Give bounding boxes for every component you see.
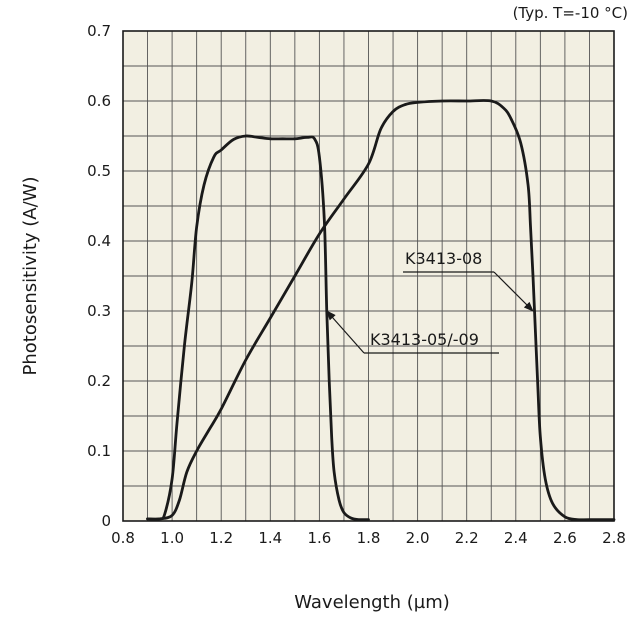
x-tick-label: 2.6 [553,529,577,547]
y-tick-label: 0.3 [87,302,111,320]
x-axis-ticks: 0.8 1.0 1.2 1.4 1.6 1.8 2.0 2.2 2.4 2.6 2.8 [111,529,626,547]
y-tick-label: 0 [101,512,111,530]
x-tick-label: 2.4 [504,529,528,547]
series-line-k3413-05-09 [146,134,370,522]
y-tick-label: 0.7 [87,22,111,40]
series-line-k3413-08 [146,99,616,522]
x-tick-label: 1.6 [307,529,331,547]
annotation-k3413-08: K3413-08 [403,249,534,312]
y-tick-label: 0.6 [87,92,111,110]
y-axis-label: Photosensitivity (A/W) [20,177,41,376]
temperature-note: (Typ. T=-10 °C) [513,4,628,22]
x-tick-label: 1.8 [357,529,381,547]
x-axis-label: Wavelength (µm) [294,592,450,613]
x-tick-label: 2.2 [455,529,479,547]
y-axis-ticks: 0 0.1 0.2 0.3 0.4 0.5 0.6 0.7 [87,22,111,530]
y-tick-label: 0.4 [87,232,111,250]
x-tick-label: 0.8 [111,529,135,547]
annotation-label: K3413-05/-09 [370,330,479,349]
y-tick-label: 0.2 [87,372,111,390]
x-tick-label: 1.2 [209,529,233,547]
x-tick-label: 2.0 [406,529,430,547]
y-tick-label: 0.5 [87,162,111,180]
x-tick-label: 1.4 [258,529,282,547]
annotation-leader-arrow [493,271,534,312]
series-layer [146,99,616,522]
annotation-k3413-05-09: K3413-05/-09 [326,310,499,354]
x-tick-label: 1.0 [160,529,184,547]
y-tick-label: 0.1 [87,442,111,460]
annotation-label: K3413-08 [405,249,482,268]
x-tick-label: 2.8 [602,529,626,547]
annotation-leader-arrow [326,310,365,354]
annotation-layer: K3413-08 K3413-05/-09 [326,249,534,354]
plot-frame [122,30,615,522]
